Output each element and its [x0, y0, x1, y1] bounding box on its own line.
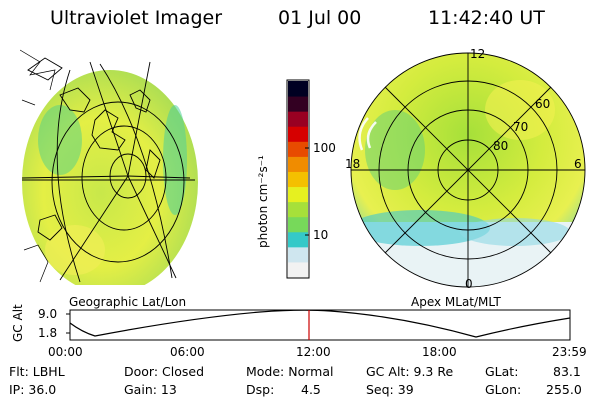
latlon-grid: [21, 61, 191, 283]
colorbar-tick-10: 10: [313, 228, 329, 242]
mlt-noon-label: 12: [470, 47, 486, 61]
colorbar-cell: [288, 261, 308, 278]
polar-image: [350, 52, 586, 288]
glon-label: GLon:: [485, 382, 522, 397]
left-panel-label: Geographic Lat/Lon: [69, 295, 187, 309]
glat-label: GLat:: [485, 364, 519, 379]
gc-alt-info: GC Alt: 9.3 Re: [366, 364, 454, 379]
colorbar-cell: [288, 141, 308, 157]
colorbar: [286, 79, 310, 279]
observation-date: 01 Jul 00: [278, 7, 362, 29]
right-panel-label: Apex MLat/MLT: [411, 295, 501, 309]
ip-info: IP: 36.0: [9, 382, 57, 397]
dsp-label: Dsp:: [246, 382, 275, 397]
altitude-tick-high: 9.0: [38, 307, 58, 321]
glat-value: 83.1: [553, 364, 581, 379]
colorbar-cell: [288, 186, 308, 203]
mlat-80-label: 80: [493, 139, 509, 153]
colorbar-cell: [288, 111, 308, 127]
mlt-dawn-label: 6: [574, 157, 582, 171]
mlt-dusk-label: 18: [345, 157, 361, 171]
colorbar-cell: [288, 126, 308, 142]
altitude-axis-label: GC Alt: [11, 304, 25, 342]
glon-value: 255.0: [546, 382, 582, 397]
mlat-60-label: 60: [535, 97, 551, 111]
time-tick-0000: 00:00: [48, 345, 83, 359]
dsp-value: 4.5: [301, 382, 321, 397]
colorbar-unit-label: photon cm⁻²s⁻¹: [256, 155, 270, 248]
altitude-plot: [66, 309, 571, 341]
time-tick-0600: 06:00: [170, 345, 205, 359]
time-tick-1800: 18:00: [422, 345, 457, 359]
mode-info: Mode: Normal: [246, 364, 334, 379]
mlat-mlt-grid: [350, 52, 586, 288]
colorbar-cell: [288, 201, 308, 218]
colorbar-cell: [288, 156, 308, 172]
time-tick-2359: 23:59: [552, 345, 587, 359]
door-info: Door: Closed: [124, 364, 205, 379]
colorbar-tick-100: 100: [313, 141, 336, 155]
geographic-image: [20, 49, 198, 285]
mlt-midnight-label: 0: [465, 277, 473, 291]
colorbar-cell: [288, 81, 308, 97]
colorbar-cell: [288, 216, 308, 233]
gain-info: Gain: 13: [124, 382, 177, 397]
instrument-title: Ultraviolet Imager: [50, 7, 223, 29]
time-tick-1200: 12:00: [296, 345, 331, 359]
filter-info: Flt: LBHL: [9, 364, 65, 379]
terminator-glow: [163, 105, 187, 215]
observation-time: 11:42:40 UT: [428, 7, 545, 29]
colorbar-cell: [288, 171, 308, 188]
altitude-tick-low: 1.8: [38, 326, 58, 340]
colorbar-cell: [288, 231, 308, 248]
colorbar-cell: [288, 246, 308, 263]
seq-info: Seq: 39: [366, 382, 414, 397]
colorbar-cell: [288, 96, 308, 112]
mlat-70-label: 70: [513, 120, 529, 134]
